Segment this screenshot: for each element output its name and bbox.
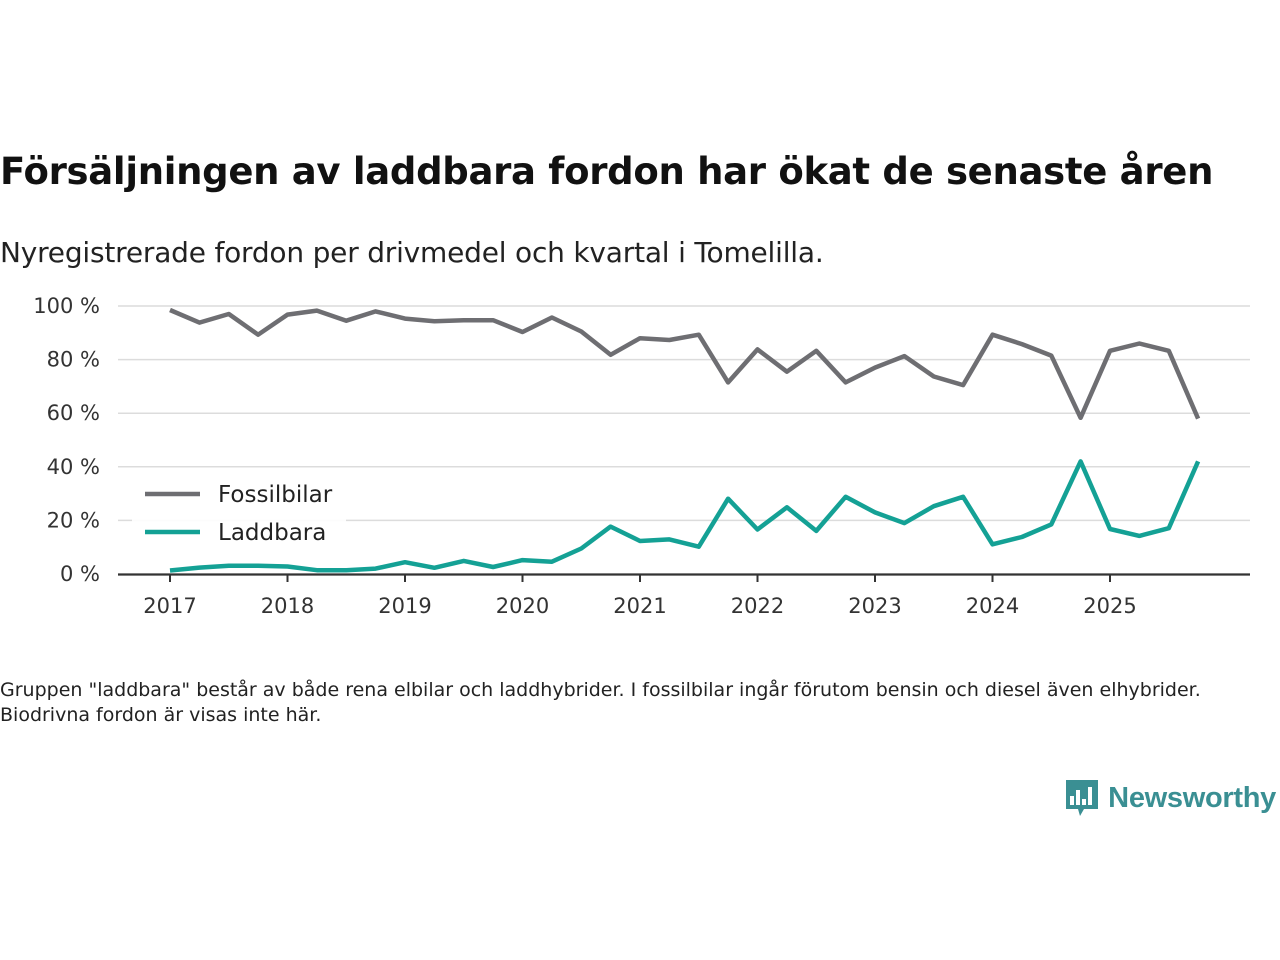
newsworthy-logo-icon [1066, 780, 1099, 816]
x-tick-label: 2021 [613, 594, 666, 618]
x-tick-label: 2019 [378, 594, 431, 618]
legend-label: Fossilbilar [218, 482, 333, 508]
x-tick-label: 2025 [1083, 594, 1136, 618]
gridlines [118, 305, 1250, 522]
legend-background [132, 473, 346, 555]
series-line-laddbara [169, 459, 1201, 573]
y-tick-label: 20 % [47, 508, 100, 532]
x-tick-label: 2024 [966, 594, 1019, 618]
x-axis-ticks: 2017 2018 2019 2020 2021 2022 2023 2024 2025 [143, 574, 1137, 618]
brand-logo: Newsworthy [1064, 778, 1276, 818]
line-chart: 0 % 20 % 40 % 60 % 80 % 100 % 2017 2018 2019 202… [33, 294, 1250, 618]
footnote: Gruppen "laddbara" består av både rena e… [0, 679, 1201, 726]
brand-name: Newsworthy [1108, 781, 1276, 814]
chart-subtitle: Nyregistrerade fordon per drivmedel och … [0, 236, 824, 269]
legend: Fossilbilar Laddbara [132, 473, 346, 555]
y-tick-label: 80 % [47, 348, 100, 372]
series-line-fossilbilar [169, 307, 1201, 421]
y-tick-label: 60 % [47, 401, 100, 425]
y-axis-ticks: 0 % 20 % 40 % 60 % 80 % 100 % [33, 294, 100, 586]
y-tick-label: 0 % [60, 562, 100, 586]
y-tick-label: 40 % [47, 455, 100, 479]
x-tick-label: 2018 [261, 594, 314, 618]
x-tick-label: 2023 [848, 594, 901, 618]
y-tick-label: 100 % [33, 294, 100, 318]
chart-title: Försäljningen av laddbara fordon har öka… [0, 150, 1214, 193]
x-tick-label: 2020 [496, 594, 549, 618]
legend-label: Laddbara [218, 520, 326, 546]
x-tick-label: 2017 [143, 594, 196, 618]
x-tick-label: 2022 [731, 594, 784, 618]
series-lines [169, 307, 1201, 573]
